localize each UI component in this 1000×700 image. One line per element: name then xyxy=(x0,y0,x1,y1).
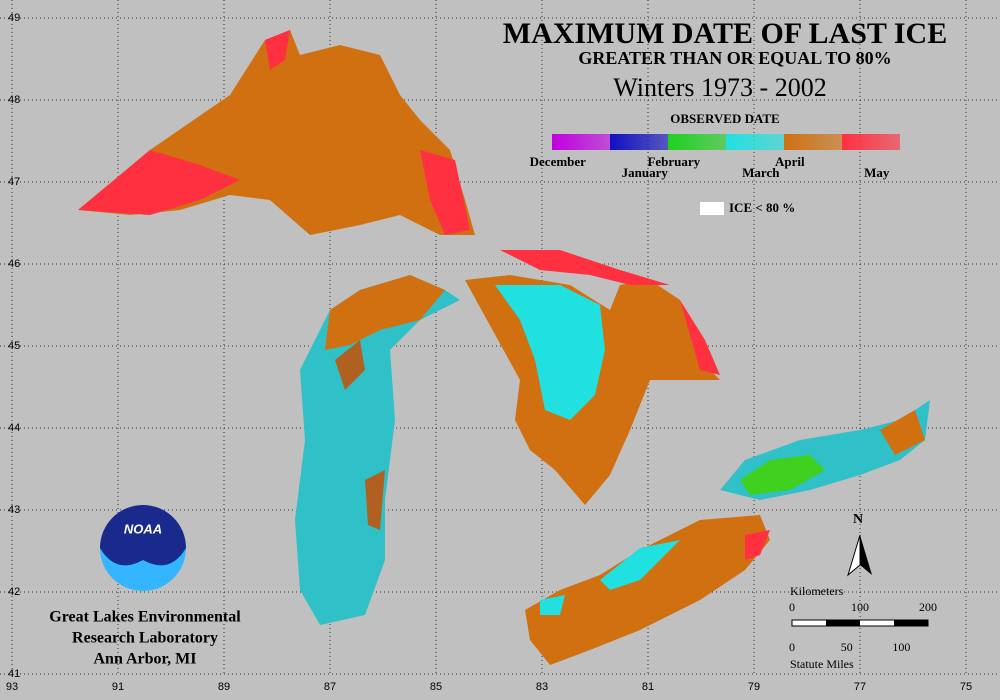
noaa-logo: NOAA xyxy=(100,505,186,591)
nipigon-may xyxy=(265,30,290,70)
legend-swatch xyxy=(552,134,610,150)
legend-swatch xyxy=(784,134,842,150)
lon-label: 81 xyxy=(642,681,654,693)
scale-mi-title: Statute Miles xyxy=(790,657,854,671)
lake-superior-may-east xyxy=(420,150,470,235)
scale-mi-label: 50 xyxy=(841,640,853,654)
scale-bar-segment xyxy=(894,620,928,626)
legend-title: OBSERVED DATE xyxy=(670,111,779,126)
legend-swatch xyxy=(668,134,726,150)
lon-label: 87 xyxy=(324,681,336,693)
legend-label: January xyxy=(622,165,669,180)
lake-michigan-april-south xyxy=(365,470,385,530)
scale-km-title: Kilometers xyxy=(790,584,844,598)
scale-km-label: 200 xyxy=(919,600,937,614)
lon-label: 85 xyxy=(430,681,442,693)
lake-ontario-february xyxy=(740,455,825,495)
north-label: N xyxy=(853,512,863,527)
lake-superior-may xyxy=(78,150,240,215)
lon-label: 83 xyxy=(536,681,548,693)
scale-mi-label: 100 xyxy=(892,640,910,654)
legend-label: February xyxy=(647,154,700,169)
credit-line: Research Laboratory xyxy=(72,630,218,647)
legend-label: March xyxy=(742,165,780,180)
logo-bird xyxy=(100,505,186,566)
lake-ontario-april xyxy=(880,410,925,455)
scale-km-label: 100 xyxy=(851,600,869,614)
lake-erie-march xyxy=(600,540,680,590)
lat-label: 47 xyxy=(8,176,20,188)
legend-label: April xyxy=(775,154,805,169)
title: MAXIMUM DATE OF LAST ICE xyxy=(503,17,947,50)
georgian-bay-may xyxy=(680,300,720,375)
credit-line: Ann Arbor, MI xyxy=(94,651,197,668)
subtitle: GREATER THAN OR EQUAL TO 80% xyxy=(578,48,891,68)
lat-label: 41 xyxy=(8,668,20,680)
lon-label: 77 xyxy=(854,681,866,693)
legend-swatch xyxy=(726,134,784,150)
lake-erie xyxy=(525,515,770,665)
period: Winters 1973 - 2002 xyxy=(613,73,826,102)
lon-label: 91 xyxy=(112,681,124,693)
legend-label: December xyxy=(530,154,587,169)
logo-text: NOAA xyxy=(124,521,162,536)
lon-label: 89 xyxy=(218,681,230,693)
credit-line: Great Lakes Environmental xyxy=(49,609,241,626)
lon-label: 75 xyxy=(960,681,972,693)
lon-label: 79 xyxy=(748,681,760,693)
lake-erie-west-march xyxy=(540,595,565,615)
lon-label: 93 xyxy=(6,681,18,693)
scale-bar: Kilometers Statute Miles 0 100 200 0 50 100 xyxy=(789,584,937,671)
no-ice-label: ICE < 80 % xyxy=(729,200,795,215)
north-arrow-right xyxy=(860,535,872,575)
scale-km-label: 0 xyxy=(789,600,795,614)
lake-erie-may xyxy=(745,530,770,560)
lat-label: 48 xyxy=(8,94,20,106)
no-ice-swatch xyxy=(700,202,724,215)
legend-swatch xyxy=(610,134,668,150)
legend-swatch xyxy=(842,134,900,150)
lat-label: 43 xyxy=(8,504,20,516)
lakes xyxy=(78,30,930,665)
north-channel-may xyxy=(500,250,670,285)
lat-label: 45 xyxy=(8,340,20,352)
lake-michigan-april xyxy=(335,340,365,390)
lat-label: 42 xyxy=(8,586,20,598)
lat-label: 44 xyxy=(8,422,20,434)
scale-mi-label: 0 xyxy=(789,640,795,654)
lake-huron-march xyxy=(495,285,605,420)
legend-label: May xyxy=(864,165,890,180)
lat-label: 46 xyxy=(8,258,20,270)
scale-bar-segment xyxy=(826,620,860,626)
green-bay xyxy=(325,275,445,350)
lat-label: 49 xyxy=(8,12,20,24)
